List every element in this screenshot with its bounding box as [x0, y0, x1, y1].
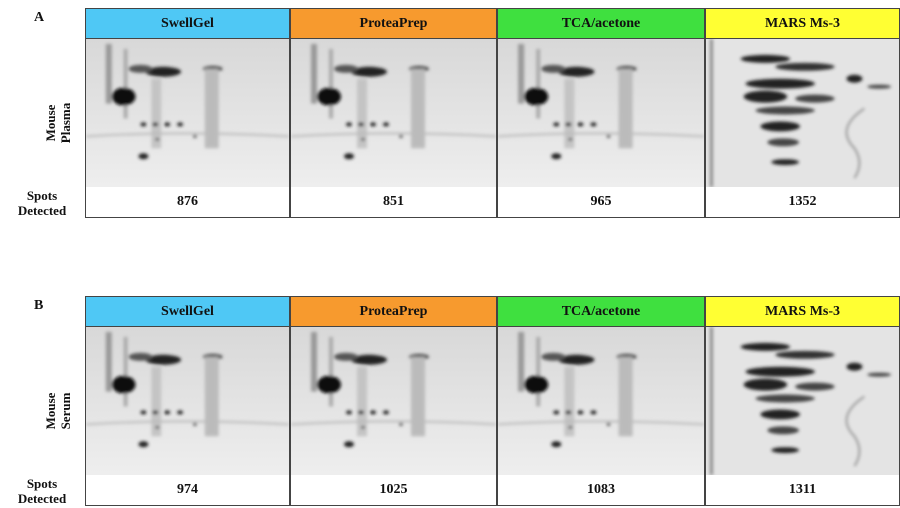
sample-label: Mouse Plasma	[43, 83, 73, 163]
gel-image	[497, 327, 705, 475]
gel-image	[497, 39, 705, 187]
gel	[498, 39, 704, 187]
gel-image	[290, 327, 497, 475]
column-header: TCA/acetone	[497, 8, 705, 39]
gel	[706, 39, 899, 187]
gel	[291, 39, 496, 187]
label-line: Detected	[17, 203, 67, 218]
gel-image	[85, 39, 290, 187]
column-header: SwellGel	[85, 8, 290, 39]
gel	[86, 39, 289, 187]
gel	[706, 327, 899, 475]
spots-count: 1352	[705, 187, 900, 218]
spots-count: 851	[290, 187, 497, 218]
spots-count: 965	[497, 187, 705, 218]
label-line: Spots	[26, 476, 58, 491]
spots-count: 876	[85, 187, 290, 218]
gel-image	[705, 39, 900, 187]
label-line: Spots	[26, 188, 58, 203]
column-header: ProteaPrep	[290, 296, 497, 327]
panel-label: B	[34, 298, 44, 313]
column-header: MARS Ms-3	[705, 8, 900, 39]
label-line: Detected	[17, 491, 67, 506]
gel-image	[705, 327, 900, 475]
column-header: TCA/acetone	[497, 296, 705, 327]
column-header: ProteaPrep	[290, 8, 497, 39]
row-label: Spots Detected	[0, 476, 84, 506]
spots-count: 1025	[290, 475, 497, 506]
label-line: Mouse	[43, 392, 58, 430]
gel-image	[85, 327, 290, 475]
gel	[498, 327, 704, 475]
label-line: Serum	[58, 392, 73, 430]
label-line: Mouse	[43, 104, 58, 142]
sample-label: Mouse Serum	[43, 371, 73, 451]
column-header: MARS Ms-3	[705, 296, 900, 327]
gel	[86, 327, 289, 475]
gel-image	[290, 39, 497, 187]
row-label: Spots Detected	[0, 188, 84, 218]
spots-count: 1083	[497, 475, 705, 506]
panel-label: A	[34, 10, 45, 25]
spots-count: 974	[85, 475, 290, 506]
column-header: SwellGel	[85, 296, 290, 327]
spots-count: 1311	[705, 475, 900, 506]
label-line: Plasma	[58, 102, 73, 144]
gel	[291, 327, 496, 475]
